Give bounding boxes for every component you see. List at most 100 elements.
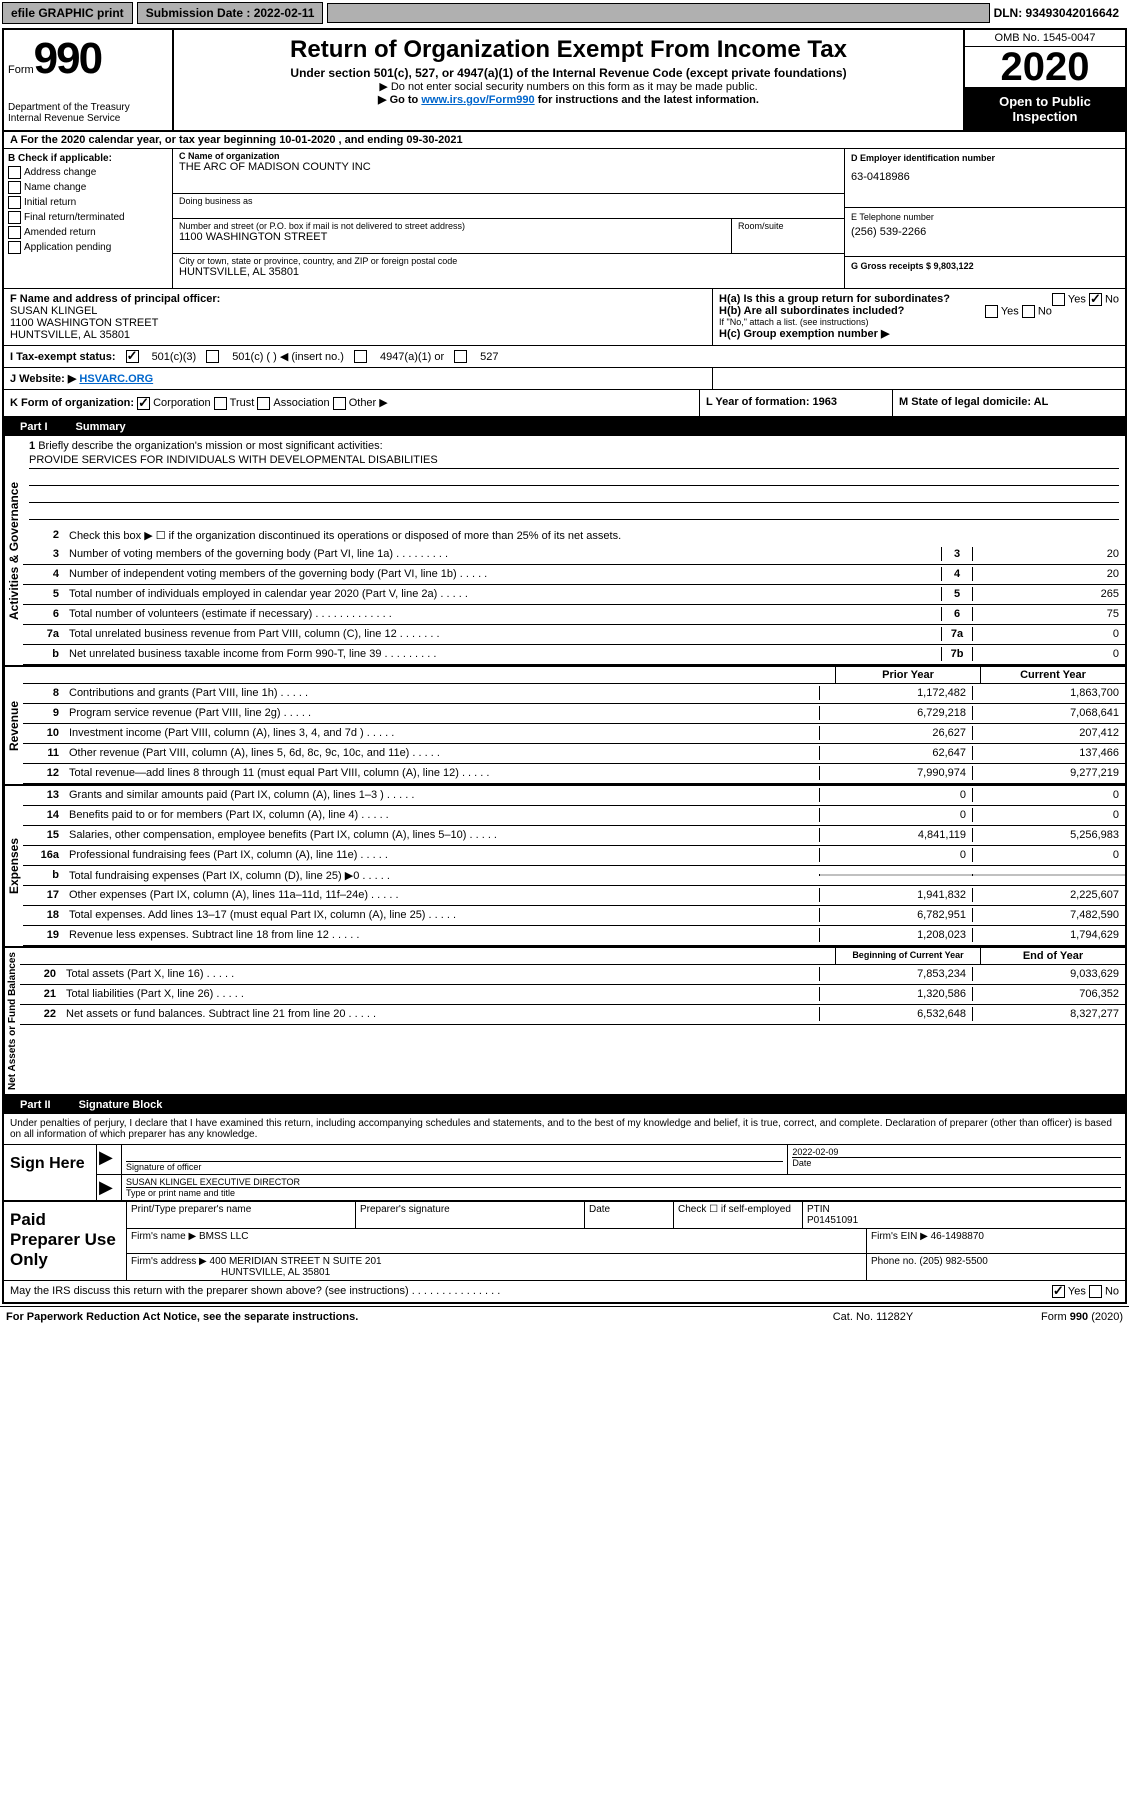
- k-label: K Form of organization:: [10, 397, 134, 409]
- chk-initial-return[interactable]: [8, 196, 21, 209]
- sig-label-text: Signature of officer: [126, 1161, 783, 1172]
- chk-other[interactable]: [333, 397, 346, 410]
- netassets-header: Beginning of Current Year End of Year: [20, 948, 1125, 965]
- chk-hb-no[interactable]: [1022, 305, 1035, 318]
- lbl-assoc: Association: [273, 397, 329, 409]
- firm-name-cell: Firm's name ▶ BMSS LLC: [127, 1229, 867, 1253]
- chk-ha-yes[interactable]: [1052, 293, 1065, 306]
- discuss-text: May the IRS discuss this return with the…: [10, 1285, 969, 1298]
- chk-ha-no[interactable]: [1089, 293, 1102, 306]
- l1-mission: PROVIDE SERVICES FOR INDIVIDUALS WITH DE…: [29, 454, 1119, 469]
- header-sub3: ▶ Go to www.irs.gov/Form990 for instruct…: [182, 93, 955, 106]
- header-right: OMB No. 1545-0047 2020 Open to Public In…: [963, 30, 1125, 130]
- sub3-pre: ▶ Go to: [378, 94, 421, 106]
- l1-blank1: [29, 471, 1119, 486]
- addr-label: Firm's address ▶: [131, 1256, 207, 1267]
- col-b-header: B Check if applicable:: [8, 153, 168, 164]
- chk-corp[interactable]: [137, 397, 150, 410]
- top-bar: efile GRAPHIC print Submission Date : 20…: [0, 0, 1129, 26]
- chk-trust[interactable]: [214, 397, 227, 410]
- sub3-post: for instructions and the latest informat…: [535, 94, 759, 106]
- lbl-527: 527: [480, 351, 498, 363]
- org-name: THE ARC OF MADISON COUNTY INC: [179, 161, 838, 173]
- d-ein-box: D Employer identification number 63-0418…: [845, 149, 1125, 208]
- submission-date-label: Submission Date : 2022-02-11: [137, 2, 324, 24]
- chk-hb-yes[interactable]: [985, 305, 998, 318]
- h-begin: Beginning of Current Year: [835, 948, 980, 964]
- open2: Inspection: [1012, 109, 1077, 124]
- phone-cell: Phone no. (205) 982-5500: [867, 1254, 1125, 1280]
- c-name-box: C Name of organization THE ARC OF MADISO…: [173, 149, 844, 194]
- signature-field[interactable]: Signature of officer: [121, 1145, 787, 1174]
- irs-link[interactable]: www.irs.gov/Form990: [421, 94, 534, 106]
- header-left: Form990 Department of the Treasury Inter…: [4, 30, 174, 130]
- chk-amended[interactable]: [8, 226, 21, 239]
- chk-name-change[interactable]: [8, 181, 21, 194]
- l7a-text: Total unrelated business revenue from Pa…: [65, 627, 941, 641]
- penalty-text: Under penalties of perjury, I declare th…: [4, 1114, 1125, 1144]
- form-frame: Form990 Department of the Treasury Inter…: [2, 28, 1127, 1304]
- l1-blank3: [29, 505, 1119, 520]
- m-state-domicile: M State of legal domicile: AL: [892, 390, 1125, 416]
- l1-blank2: [29, 488, 1119, 503]
- efile-print-button[interactable]: efile GRAPHIC print: [2, 2, 133, 24]
- l6-val: 75: [972, 607, 1125, 621]
- lbl-address-change: Address change: [24, 167, 96, 178]
- h-prior: Prior Year: [835, 667, 980, 683]
- table-row: 14Benefits paid to or for members (Part …: [23, 806, 1125, 826]
- part2-header: Part II Signature Block: [4, 1096, 1125, 1114]
- header-sub2: ▶ Do not enter social security numbers o…: [182, 80, 955, 93]
- firm-label: Firm's name ▶: [131, 1231, 196, 1242]
- revenue-section: Revenue Prior Year Current Year 8Contrib…: [4, 667, 1125, 786]
- street-val: 1100 WASHINGTON STREET: [179, 231, 725, 243]
- chk-final-return[interactable]: [8, 211, 21, 224]
- chk-discuss-yes[interactable]: [1052, 1285, 1065, 1298]
- part1-title: Summary: [76, 421, 126, 433]
- dept1: Department of the Treasury: [8, 102, 130, 113]
- check-self-employed[interactable]: Check ☐ if self-employed: [674, 1202, 803, 1228]
- l4-text: Number of independent voting members of …: [65, 567, 941, 581]
- f-street: 1100 WASHINGTON STREET: [10, 317, 706, 329]
- table-row: 17Other expenses (Part IX, column (A), l…: [23, 886, 1125, 906]
- chk-address-change[interactable]: [8, 166, 21, 179]
- lbl-4947: 4947(a)(1) or: [380, 351, 444, 363]
- form-header: Form990 Department of the Treasury Inter…: [4, 30, 1125, 132]
- lbl-corp: Corporation: [153, 397, 210, 409]
- table-row: 9Program service revenue (Part VIII, lin…: [23, 704, 1125, 724]
- h-end: End of Year: [980, 948, 1125, 964]
- l7a-val: 0: [972, 627, 1125, 641]
- f-label: F Name and address of principal officer:: [10, 293, 706, 305]
- part1-num: Part I: [12, 421, 56, 433]
- hb-label: H(b) Are all subordinates included?: [719, 305, 904, 317]
- col-de: D Employer identification number 63-0418…: [844, 149, 1125, 288]
- h-b-row: H(b) Are all subordinates included? Yes …: [719, 305, 1119, 317]
- paid-preparer-label: Paid Preparer Use Only: [4, 1202, 127, 1280]
- chk-discuss-no[interactable]: [1089, 1285, 1102, 1298]
- l3-text: Number of voting members of the governin…: [65, 547, 941, 561]
- chk-527[interactable]: [454, 350, 467, 363]
- firm-ein-label: Firm's EIN ▶: [871, 1231, 928, 1242]
- f-name: SUSAN KLINGEL: [10, 305, 706, 317]
- chk-501c[interactable]: [206, 350, 219, 363]
- chk-assoc[interactable]: [257, 397, 270, 410]
- table-row: 16aProfessional fundraising fees (Part I…: [23, 846, 1125, 866]
- lbl-trust: Trust: [230, 397, 255, 409]
- chk-4947[interactable]: [354, 350, 367, 363]
- lbl-501c3: 501(c)(3): [152, 351, 197, 363]
- ptin-cell: PTIN P01451091: [803, 1202, 1125, 1228]
- l-year-formation: L Year of formation: 1963: [699, 390, 892, 416]
- lbl-other: Other ▶: [349, 397, 388, 409]
- chk-application-pending[interactable]: [8, 241, 21, 254]
- chk-501c3[interactable]: [126, 350, 139, 363]
- addr-val2: HUNTSVILLE, AL 35801: [221, 1267, 330, 1278]
- website-link[interactable]: HSVARC.ORG: [79, 373, 153, 385]
- table-row: 21Total liabilities (Part X, line 26) . …: [20, 985, 1125, 1005]
- table-row: bTotal fundraising expenses (Part IX, co…: [23, 866, 1125, 886]
- i-label: I Tax-exempt status:: [10, 351, 116, 363]
- netassets-section: Net Assets or Fund Balances Beginning of…: [4, 948, 1125, 1096]
- table-row: 12Total revenue—add lines 8 through 11 (…: [23, 764, 1125, 784]
- table-row: 13Grants and similar amounts paid (Part …: [23, 786, 1125, 806]
- l7b-text: Net unrelated business taxable income fr…: [65, 647, 941, 661]
- governance-label: Activities & Governance: [4, 436, 23, 665]
- footer-cat: Cat. No. 11282Y: [773, 1311, 973, 1323]
